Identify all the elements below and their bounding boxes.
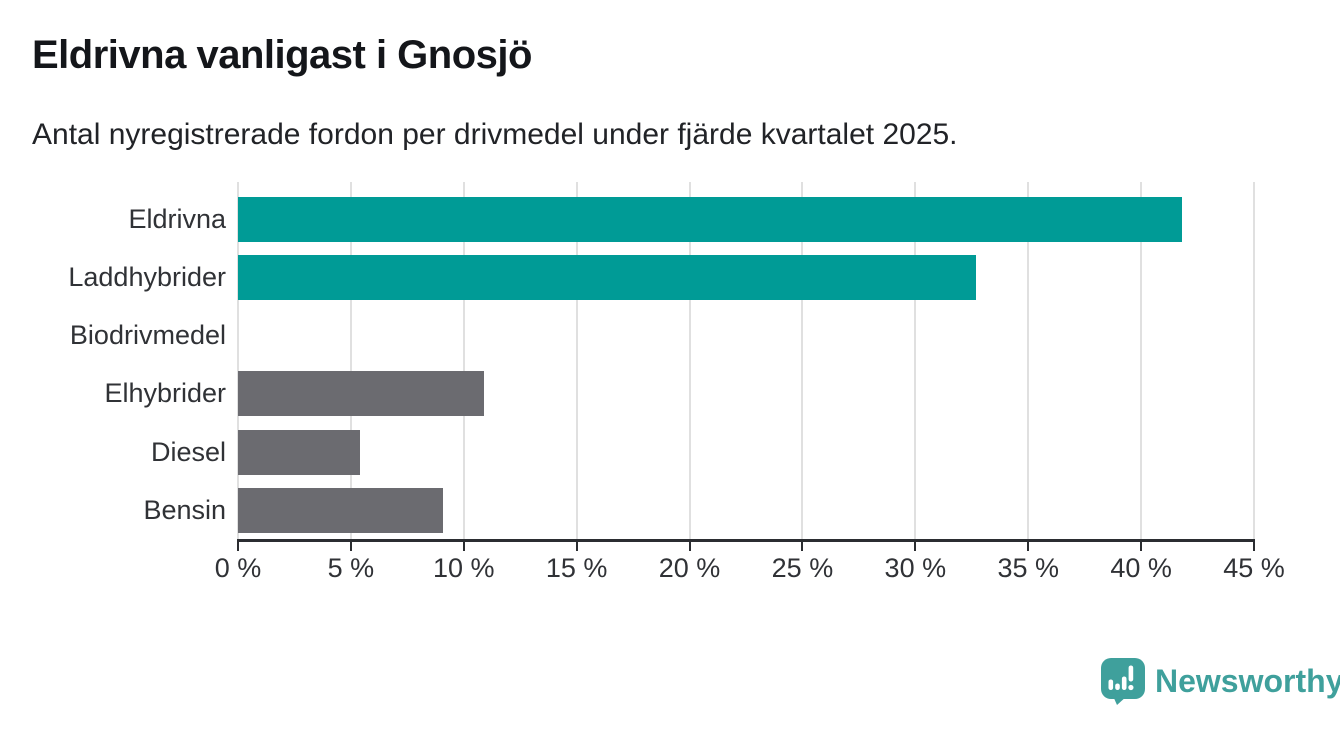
x-axis-tick-label: 45 % [1223,553,1285,583]
category-label: Eldrivna [128,203,226,234]
gridline [688,182,691,539]
gridline [237,182,239,539]
chart-subtitle: Antal nyregistrerade fordon per drivmede… [32,118,958,151]
newsworthy-logo-icon [1101,658,1145,705]
x-axis-tick [237,542,239,551]
gridline [1027,182,1030,539]
newsworthy-logo: Newsworthy [1100,657,1340,706]
gridline [575,182,578,539]
x-axis-tick [575,542,578,551]
category-label: Elhybrider [104,378,226,409]
x-axis-tick-label: 35 % [997,553,1059,583]
gridline [1140,182,1143,539]
x-axis-tick-label: 15 % [545,553,608,583]
gridline [462,182,465,539]
newsworthy-logo-text: Newsworthy [1155,663,1340,699]
x-axis-tick-label: 30 % [884,553,947,583]
bar-bensin [238,488,444,533]
plot-area [237,182,1255,539]
x-axis-tick-label: 10 % [432,553,495,583]
category-label: Biodrivmedel [69,320,226,351]
x-axis-tick [801,542,804,551]
category-label: Laddhybrider [68,261,226,292]
x-axis-tick-label: 40 % [1110,553,1172,583]
gridline [801,182,804,539]
x-axis-tick [1027,542,1030,551]
gridline [914,182,917,539]
x-axis-tick [688,542,691,551]
chart-title: Eldrivna vanligast i Gnosjö [32,33,532,77]
x-axis-tick-label: 25 % [771,553,834,583]
bar-eldrivna [238,196,1182,242]
x-axis-tick [462,542,465,551]
bar-diesel [238,429,360,475]
bar-laddhybrider [238,254,977,300]
x-axis-tick [1140,542,1143,551]
gridline [1253,182,1255,539]
bar-elhybrider [238,371,485,417]
x-axis-tick-label: 20 % [658,553,721,583]
x-axis-line [237,539,1255,542]
x-axis-tick [914,542,917,551]
category-label: Diesel [150,436,226,467]
x-axis-tick [1253,542,1255,551]
x-axis-tick-label: 0 % [214,553,262,583]
x-axis-tick-label: 5 % [327,553,375,583]
gridline [349,182,352,539]
category-label: Bensin [143,495,226,525]
x-axis-tick [349,542,352,551]
